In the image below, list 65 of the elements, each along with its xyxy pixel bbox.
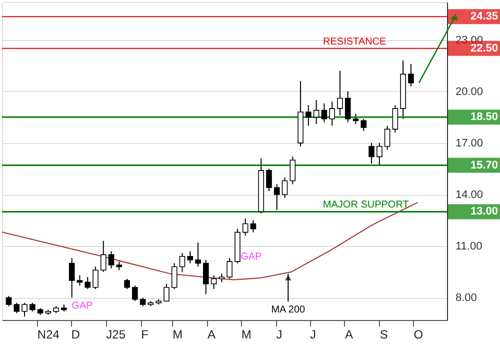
- x-tick-label: D: [71, 328, 80, 342]
- annotation: MA 200: [271, 304, 306, 316]
- candlestick: [368, 142, 374, 164]
- annotation: GAP: [240, 251, 262, 262]
- x-tick-label: J25: [106, 328, 126, 342]
- candlestick: [100, 240, 106, 272]
- candlestick: [84, 276, 91, 290]
- x-tick-label: N24: [37, 328, 60, 342]
- candlestick: [376, 142, 382, 166]
- candlestick: [408, 63, 414, 87]
- candlestick: [384, 125, 390, 150]
- candlestick: [313, 99, 320, 125]
- candlestick: [290, 156, 296, 185]
- x-tick-label: A: [208, 328, 216, 342]
- x-tick-label: A: [344, 328, 353, 342]
- x-tick-label: S: [380, 328, 388, 342]
- candlestick: [179, 252, 186, 272]
- candlestick: [124, 278, 130, 290]
- ref-line-label: 18.50: [470, 111, 498, 124]
- x-tick-label: O: [414, 328, 424, 342]
- candlestick: [344, 90, 351, 123]
- ref-line-label: 22.50: [470, 42, 498, 54]
- x-tick-label: M: [241, 328, 252, 342]
- ref-line-label: 13.00: [470, 206, 498, 218]
- candlestick: [108, 250, 114, 269]
- candlestick: [76, 274, 83, 286]
- y-tick-label: 11.00: [456, 240, 482, 253]
- x-tick-label: M: [172, 328, 183, 342]
- ref-line-label: 24.35: [470, 10, 498, 23]
- ref-line-label: 15.70: [470, 159, 498, 172]
- y-tick-label: 20.00: [456, 86, 484, 98]
- annotation: RESISTANCE: [323, 36, 387, 48]
- x-tick-label: F: [141, 328, 148, 342]
- y-tick-label: 17.00: [456, 137, 484, 150]
- candlestick: [274, 184, 280, 210]
- candlestick: [282, 176, 288, 198]
- annotation: GAP: [72, 300, 93, 312]
- candlestick: [226, 258, 232, 280]
- x-tick-label: J: [310, 328, 316, 342]
- candlestick: [360, 118, 367, 132]
- candlestick: [132, 285, 138, 302]
- candlestick: [352, 113, 359, 125]
- candlestick: [92, 266, 98, 290]
- candlestick: [250, 220, 256, 233]
- y-tick-label: 14.00: [456, 189, 484, 202]
- x-tick-label: J: [276, 328, 282, 342]
- candlestick: [242, 218, 248, 236]
- candlestick: [210, 274, 217, 290]
- y-tick-label: 8.00: [456, 292, 477, 304]
- annotation: MAJOR SUPPORT: [322, 200, 409, 211]
- candlestick: [321, 102, 328, 123]
- candlestick: [22, 302, 28, 318]
- candlestick: [337, 70, 343, 116]
- candlestick: [266, 168, 272, 192]
- candlestick: [187, 250, 194, 264]
- candlestick: [203, 259, 209, 295]
- candlestick: [14, 302, 20, 314]
- candlestick: [6, 295, 12, 307]
- candlestick: [164, 283, 170, 302]
- candlestick: [306, 104, 312, 126]
- candlestick: [392, 104, 398, 134]
- candlestick: [195, 242, 201, 268]
- candlestick: [329, 101, 335, 126]
- candlestick: [171, 262, 178, 290]
- candlestick: [68, 258, 75, 298]
